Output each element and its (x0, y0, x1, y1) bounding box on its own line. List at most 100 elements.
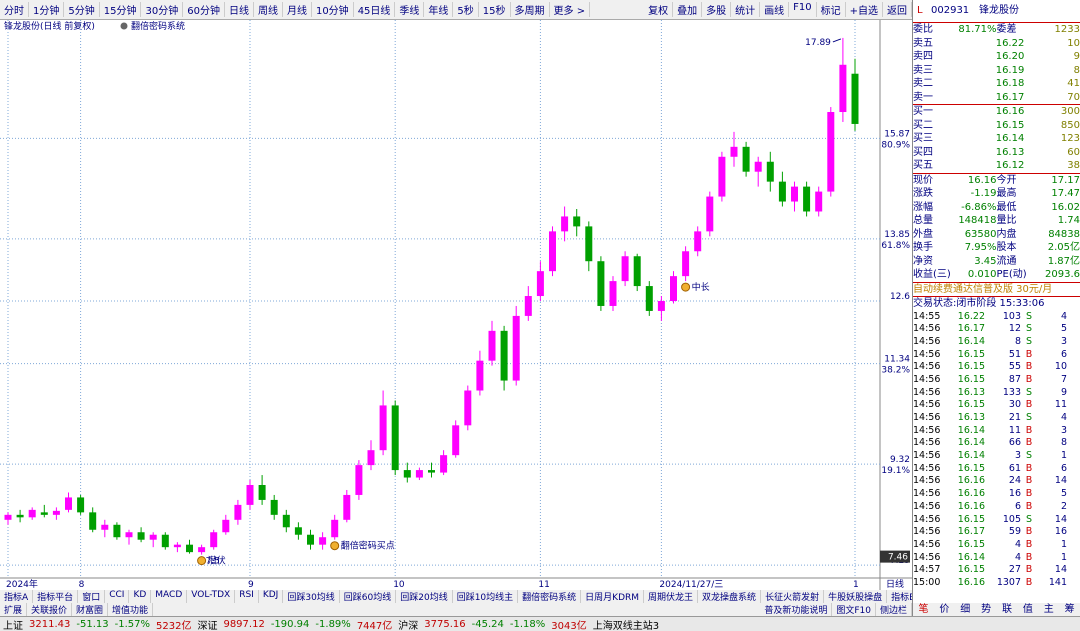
indicator-tab[interactable]: 窗口 (78, 590, 106, 603)
indicator-tab[interactable]: 双龙操盘系统 (698, 590, 762, 603)
trade-cell: 16.15 (957, 348, 985, 360)
trade-cell: 14 (1054, 513, 1067, 525)
indicator-tab[interactable]: 日周月KDRM (581, 590, 645, 603)
indicator-tab[interactable]: KD (129, 590, 152, 603)
extension-tab[interactable]: 关联报价 (27, 603, 73, 616)
indicator-tab[interactable]: 翻倍密码系统 (518, 590, 582, 603)
extension-tool[interactable]: 图文F10 (832, 603, 876, 616)
tool-button[interactable]: F10 (789, 2, 817, 17)
flag: L (917, 5, 923, 16)
quote-panel: L 002931 锋龙股份 委比 81.71% 委差 1233 卖五 16.22 10 卖四 16.2… (912, 0, 1080, 616)
trade-cell: 7 (1060, 373, 1067, 385)
indicator-tab[interactable]: 回踩60均线 (340, 590, 397, 603)
trade-cell: 12 (1008, 323, 1021, 335)
status-item: 5232亿 (156, 620, 192, 631)
indicator-tab[interactable]: 回踩10均线主 (453, 590, 519, 603)
stat-row-cell: 收益(三) (913, 269, 951, 280)
candle-body (40, 512, 48, 515)
trade-cell: 14:56 (913, 437, 941, 449)
sell-level: 卖五 16.22 10 (913, 37, 1080, 51)
panel-tab[interactable]: 联 (1001, 603, 1012, 615)
trade-cell: 16.15 (957, 399, 985, 411)
order-ratio-cell: 委比 (913, 24, 933, 35)
panel-tab[interactable]: 价 (939, 603, 950, 615)
chart-title: 锋龙股份(日线 前复权) (4, 20, 95, 32)
period-toolbar: 分时 1分钟 5分钟 15分钟 30分钟 60分钟 日线 周线 月线 10分钟 45日线 季线 年线 5秒… (0, 0, 912, 20)
extension-tool[interactable]: 普及新功能说明 (760, 603, 833, 616)
panel-tab[interactable]: 细 (960, 603, 971, 615)
candle-body (113, 524, 121, 538)
extension-tab[interactable]: 增值功能 (108, 603, 154, 616)
panel-tab[interactable]: 势 (981, 603, 992, 615)
tool-button[interactable]: 标记 (817, 2, 846, 17)
date-label: 11 (538, 580, 549, 590)
period-button[interactable]: 更多 > (550, 2, 591, 17)
period-button[interactable]: 季线 (395, 2, 425, 17)
panel-tab[interactable]: 主 (1043, 603, 1054, 615)
indicator-tab[interactable]: 回踩30均线 (283, 590, 340, 603)
period-button[interactable]: 日线 (225, 2, 254, 17)
indicator-tab[interactable]: CCI (105, 590, 130, 603)
trade-cell: 14:56 (913, 450, 941, 462)
candle-body (403, 470, 411, 478)
tool-button[interactable]: 返回 (883, 2, 912, 17)
period-button[interactable]: 60分钟 (183, 2, 225, 17)
indicator-tab[interactable]: KDJ (259, 590, 284, 603)
period-button[interactable]: 5分钟 (64, 2, 100, 17)
annotation-icon (197, 556, 207, 566)
period-button[interactable]: 1分钟 (29, 2, 65, 17)
period-button[interactable]: 月线 (283, 2, 312, 17)
period-button[interactable]: 10分钟 (312, 2, 354, 17)
period-button[interactable]: 30分钟 (141, 2, 184, 17)
candle-body (597, 261, 605, 306)
panel-tab[interactable]: 筹 (1064, 603, 1075, 615)
tool-button[interactable]: 叠加 (673, 2, 703, 17)
status-item: 7447亿 (356, 620, 393, 631)
trade-cell: B (1025, 500, 1033, 512)
tool-button[interactable]: 统计 (731, 2, 761, 17)
indicator-tab[interactable]: 牛股妖股操盘 (824, 590, 888, 603)
panel-tab[interactable]: 值 (1022, 603, 1033, 615)
indicator-tab[interactable]: 回踩20均线 (396, 590, 453, 603)
trade-cell: 9 (1060, 386, 1067, 398)
period-button[interactable]: 分时 (0, 2, 29, 17)
trade-cell: 6 (1060, 348, 1067, 360)
indicator-tab[interactable]: MACD (151, 590, 188, 603)
annotation-icon (681, 282, 691, 292)
extension-tab[interactable]: 扩展 (0, 603, 28, 616)
trade-cell: 4 (1060, 310, 1067, 322)
y-tick-label: 9.32 (890, 455, 910, 465)
sell-level-cell: 卖二 (913, 78, 933, 89)
extension-tool[interactable]: 侧边栏 (876, 603, 912, 616)
indicator-tab[interactable]: 指标A (0, 590, 34, 603)
tool-button[interactable]: 画线 (760, 2, 790, 17)
annotation: 潜伏 (208, 555, 226, 567)
system-name: 翻倍密码系统 (131, 20, 185, 32)
indicator-tab[interactable]: VOL-TDX (187, 590, 236, 603)
indicator-tool[interactable]: 指标B (887, 590, 912, 603)
indicator-tab[interactable]: RSI (235, 590, 259, 603)
trade-cell: 141 (1048, 576, 1067, 588)
candle-body (428, 470, 435, 473)
indicator-tab[interactable]: 指标平台 (33, 590, 79, 603)
period-button[interactable]: 年线 (424, 2, 454, 17)
panel-tab[interactable]: 笔 (918, 603, 929, 615)
tool-button[interactable]: 多股 (702, 2, 732, 17)
period-button[interactable]: 15分钟 (100, 2, 142, 17)
period-button[interactable]: 45日线 (354, 2, 396, 17)
trade-cell: S (1025, 450, 1033, 462)
trade-cell: 16.14 (957, 551, 985, 563)
period-button[interactable]: 多周期 (511, 2, 550, 17)
period-button[interactable]: 周线 (254, 2, 283, 17)
tool-button[interactable]: +自选 (846, 2, 883, 17)
trade-row: 14:56 16.15 61 B 6 (913, 463, 1080, 476)
y-tick-label: 13.85 (884, 230, 910, 240)
period-button[interactable]: 5秒 (453, 2, 479, 17)
tool-button[interactable]: 复权 (644, 2, 674, 17)
trade-cell: 30 (1008, 399, 1021, 411)
indicator-tab[interactable]: 长征火箭发射 (761, 590, 825, 603)
trade-cell: 6 (1060, 462, 1067, 474)
indicator-tab[interactable]: 周期伏龙王 (644, 590, 699, 603)
period-button[interactable]: 15秒 (479, 2, 511, 17)
extension-tab[interactable]: 财富圈 (72, 603, 109, 616)
